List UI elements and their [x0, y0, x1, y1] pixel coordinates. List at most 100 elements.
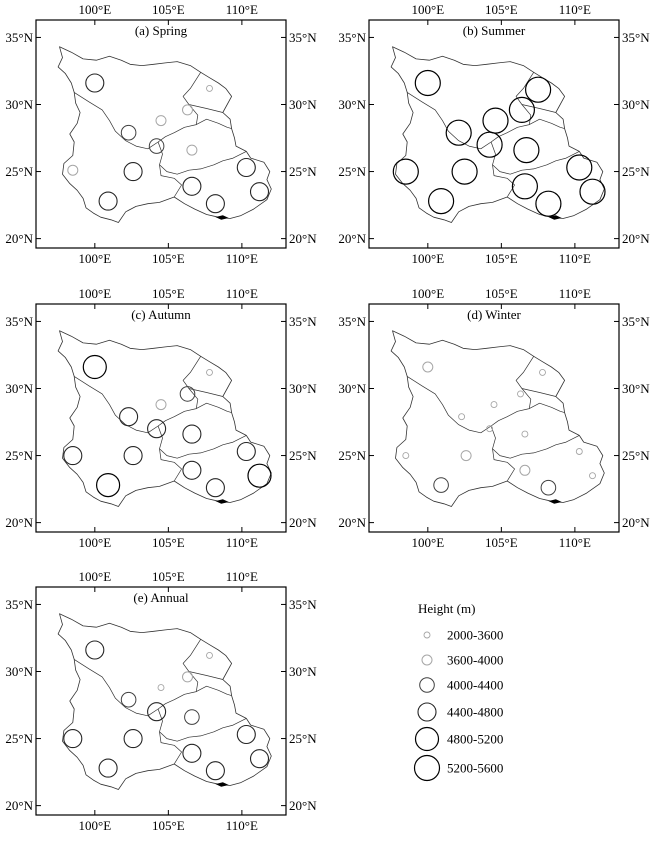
station-marker	[535, 190, 562, 217]
x-tick-label-top: 100°E	[79, 286, 112, 301]
station-marker	[182, 671, 193, 683]
panel-frame	[35, 19, 287, 249]
station-marker	[206, 368, 213, 376]
station-marker	[422, 361, 434, 373]
x-tick-label-top: 105°E	[152, 569, 185, 584]
panel-title: (a) Spring	[135, 23, 188, 38]
station-marker	[119, 407, 139, 427]
panel-frame	[368, 19, 620, 249]
map-panel: 100°E 100°E 105°E 105°E 110°E 110°E 35°N 35°N 30…	[5, 2, 317, 266]
legend-marker	[421, 654, 433, 666]
legend-marker	[414, 726, 440, 752]
panel-title: (c) Autumn	[131, 307, 191, 322]
panel-frame	[35, 586, 287, 816]
province-border	[492, 448, 515, 482]
station-marker	[460, 450, 472, 462]
station-marker	[249, 749, 270, 769]
x-tick-label-top: 100°E	[412, 2, 445, 17]
y-tick-label-left: 25°N	[5, 164, 33, 179]
station-marker	[85, 73, 105, 93]
station-marker	[508, 96, 535, 124]
y-tick-label-right: 25°N	[622, 164, 650, 179]
province-border	[182, 639, 201, 692]
legend-title: Height (m)	[418, 601, 475, 616]
legend-label: 4800-5200	[447, 732, 503, 747]
y-tick-label-left: 30°N	[5, 97, 33, 112]
legend-marker	[413, 754, 441, 782]
y-tick-label-left: 30°N	[5, 664, 33, 679]
panel-title: (b) Summer	[463, 23, 526, 38]
y-tick-label-left: 30°N	[338, 97, 366, 112]
legend-label: 2000-3600	[447, 628, 503, 643]
station-marker	[486, 425, 494, 433]
map-panel: 100°E 100°E 105°E 105°E 110°E 110°E 35°N 35°N 30…	[338, 2, 650, 266]
region-outline	[57, 613, 272, 790]
station-marker	[490, 401, 498, 409]
x-tick-label-bottom: 105°E	[152, 535, 185, 550]
station-marker	[236, 157, 256, 178]
y-tick-label-left: 35°N	[5, 30, 33, 45]
province-border	[521, 104, 556, 113]
province-border	[521, 388, 556, 397]
y-tick-label-left: 20°N	[338, 231, 366, 246]
y-tick-label-right: 20°N	[289, 798, 317, 813]
province-border	[159, 448, 182, 482]
station-marker	[414, 69, 441, 97]
x-tick-label-top: 105°E	[485, 286, 518, 301]
x-tick-label-top: 105°E	[152, 2, 185, 17]
station-marker	[157, 684, 165, 692]
station-marker	[67, 164, 79, 176]
y-tick-label-right: 20°N	[289, 231, 317, 246]
legend-marker	[423, 631, 431, 639]
station-marker	[579, 178, 606, 205]
coast-island	[548, 215, 562, 220]
y-tick-label-right: 30°N	[289, 97, 317, 112]
station-marker	[155, 115, 167, 127]
x-tick-label-bottom: 100°E	[79, 818, 112, 833]
station-marker	[123, 446, 143, 466]
station-marker	[120, 691, 137, 708]
station-marker	[155, 399, 167, 411]
province-border	[515, 356, 534, 409]
station-marker	[148, 138, 165, 154]
y-tick-label-left: 20°N	[338, 515, 366, 530]
coast-island	[548, 499, 562, 504]
station-marker	[476, 131, 503, 158]
station-marker	[517, 390, 524, 398]
station-marker	[182, 104, 193, 116]
station-marker	[120, 124, 137, 141]
y-tick-label-left: 20°N	[5, 515, 33, 530]
y-tick-label-right: 20°N	[622, 231, 650, 246]
y-tick-label-right: 25°N	[289, 164, 317, 179]
y-tick-label-left: 35°N	[5, 597, 33, 612]
y-tick-label-left: 30°N	[5, 381, 33, 396]
region-outline	[57, 46, 272, 223]
x-tick-label-top: 110°E	[559, 286, 591, 301]
station-marker	[249, 182, 270, 202]
map-panel: 100°E 100°E 105°E 105°E 110°E 110°E 35°N 35°N 30…	[338, 286, 650, 550]
station-marker	[519, 464, 531, 476]
station-marker	[566, 154, 593, 181]
station-marker	[206, 84, 213, 92]
station-marker	[184, 709, 200, 725]
station-marker	[445, 119, 472, 146]
station-marker	[182, 743, 202, 763]
station-marker	[63, 729, 83, 749]
station-marker	[205, 478, 225, 498]
station-marker	[451, 158, 478, 185]
x-tick-label-top: 110°E	[226, 2, 258, 17]
y-tick-label-right: 25°N	[289, 448, 317, 463]
station-marker	[147, 702, 167, 722]
station-marker	[236, 441, 256, 462]
y-tick-label-right: 30°N	[622, 97, 650, 112]
province-border	[159, 731, 182, 765]
station-marker	[205, 761, 225, 781]
y-tick-label-left: 25°N	[338, 448, 366, 463]
station-marker	[123, 162, 143, 182]
y-tick-label-right: 30°N	[289, 381, 317, 396]
province-border	[157, 425, 247, 459]
province-border	[188, 671, 223, 680]
legend-label: 4400-4800	[447, 705, 503, 720]
station-marker	[182, 176, 202, 196]
x-tick-label-top: 105°E	[485, 2, 518, 17]
